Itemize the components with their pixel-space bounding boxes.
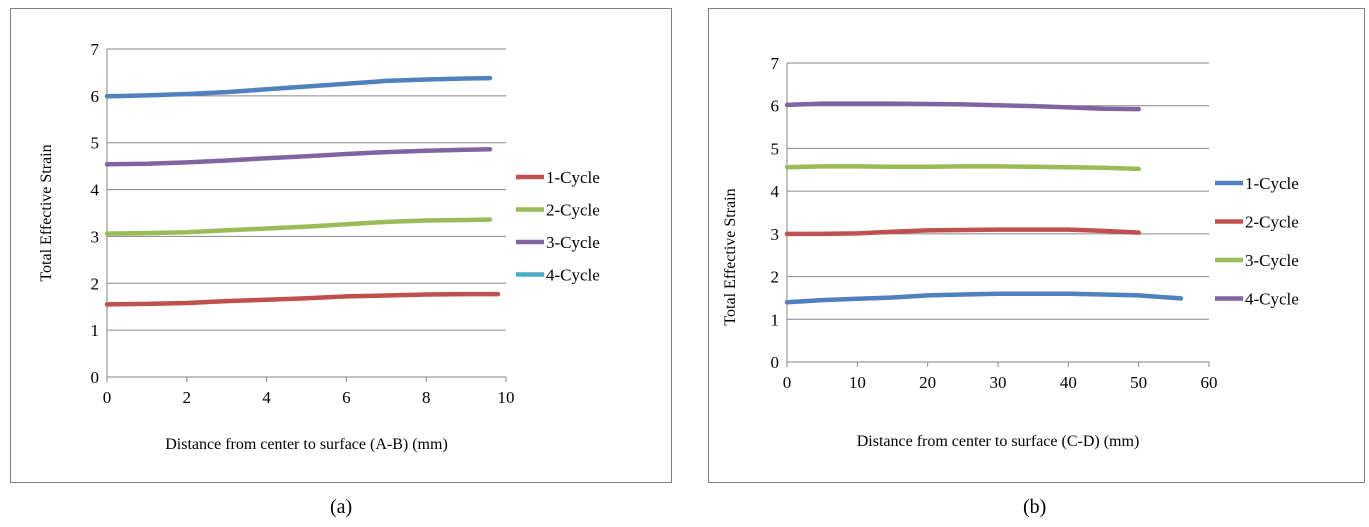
x-axis-label: Distance from center to surface (A-B) (m… (165, 436, 448, 453)
y-tick-label: 6 (91, 87, 100, 106)
y-tick-label: 3 (771, 225, 780, 244)
y-tick-label: 1 (771, 310, 780, 329)
legend-label: 4-Cycle (1245, 290, 1299, 309)
series-line (784, 101, 1141, 112)
x-tick-label: 30 (990, 373, 1007, 392)
x-tick-label: 4 (262, 388, 271, 407)
chart-b-svg: 0 1 2 3 4 5 6 7 0 10 20 30 40 50 60 Distance from cente… (722, 54, 1299, 450)
series-line (784, 227, 1141, 237)
legend-label: 3-Cycle (546, 233, 600, 252)
chart-a-svg: 0 1 2 3 4 5 6 7 0 2 4 6 8 10 Distance from center to s… (38, 40, 600, 453)
y-tick-label: 2 (771, 268, 780, 287)
series-line (104, 75, 493, 99)
y-tick-label: 5 (91, 134, 100, 153)
y-tick-label: 7 (91, 40, 100, 59)
caption-b: (b) (1023, 496, 1047, 518)
x-tick-label: 2 (183, 388, 192, 407)
x-tick-label: 0 (783, 373, 792, 392)
caption-a: (a) (330, 496, 353, 518)
series-line (104, 147, 493, 167)
series-line (784, 164, 1141, 172)
legend-label: 3-Cycle (1245, 251, 1299, 270)
y-tick-label: 6 (771, 97, 780, 116)
x-tick-label: 6 (342, 388, 351, 407)
y-tick-label: 0 (771, 353, 780, 372)
y-tick-label: 1 (91, 321, 100, 340)
legend-label: 1-Cycle (546, 168, 600, 187)
x-tick-label: 8 (422, 388, 431, 407)
legend-label: 4-Cycle (546, 266, 600, 285)
y-tick-label: 4 (771, 182, 780, 201)
series-line (104, 217, 493, 236)
x-tick-label: 60 (1201, 373, 1218, 392)
legend-label: 2-Cycle (546, 201, 600, 220)
y-tick-label: 7 (771, 54, 780, 73)
y-axis-label: Total Effective Strain (38, 144, 55, 281)
x-tick-label: 10 (498, 388, 515, 407)
x-tick-label: 50 (1130, 373, 1147, 392)
x-axis-label: Distance from center to surface (C-D) (m… (857, 433, 1140, 450)
x-tick-label: 20 (919, 373, 936, 392)
y-axis-label: Total Effective Strain (722, 188, 739, 325)
legend-label: 1-Cycle (1245, 174, 1299, 193)
y-tick-label: 4 (91, 181, 100, 200)
y-tick-label: 2 (91, 274, 100, 293)
x-tick-label: 40 (1060, 373, 1077, 392)
chart-panel-a: 0 1 2 3 4 5 6 7 0 2 4 6 8 10 Distance from center to s… (10, 8, 672, 483)
series-line (104, 291, 501, 307)
y-tick-label: 3 (91, 227, 100, 246)
y-tick-label: 5 (771, 139, 780, 158)
series-line (784, 291, 1184, 305)
chart-panel-b: 0 1 2 3 4 5 6 7 0 10 20 30 40 50 60 Distance from cente… (708, 8, 1365, 483)
legend-label: 2-Cycle (1245, 213, 1299, 232)
x-tick-label: 10 (849, 373, 866, 392)
y-tick-label: 0 (91, 368, 100, 387)
x-tick-label: 0 (103, 388, 112, 407)
